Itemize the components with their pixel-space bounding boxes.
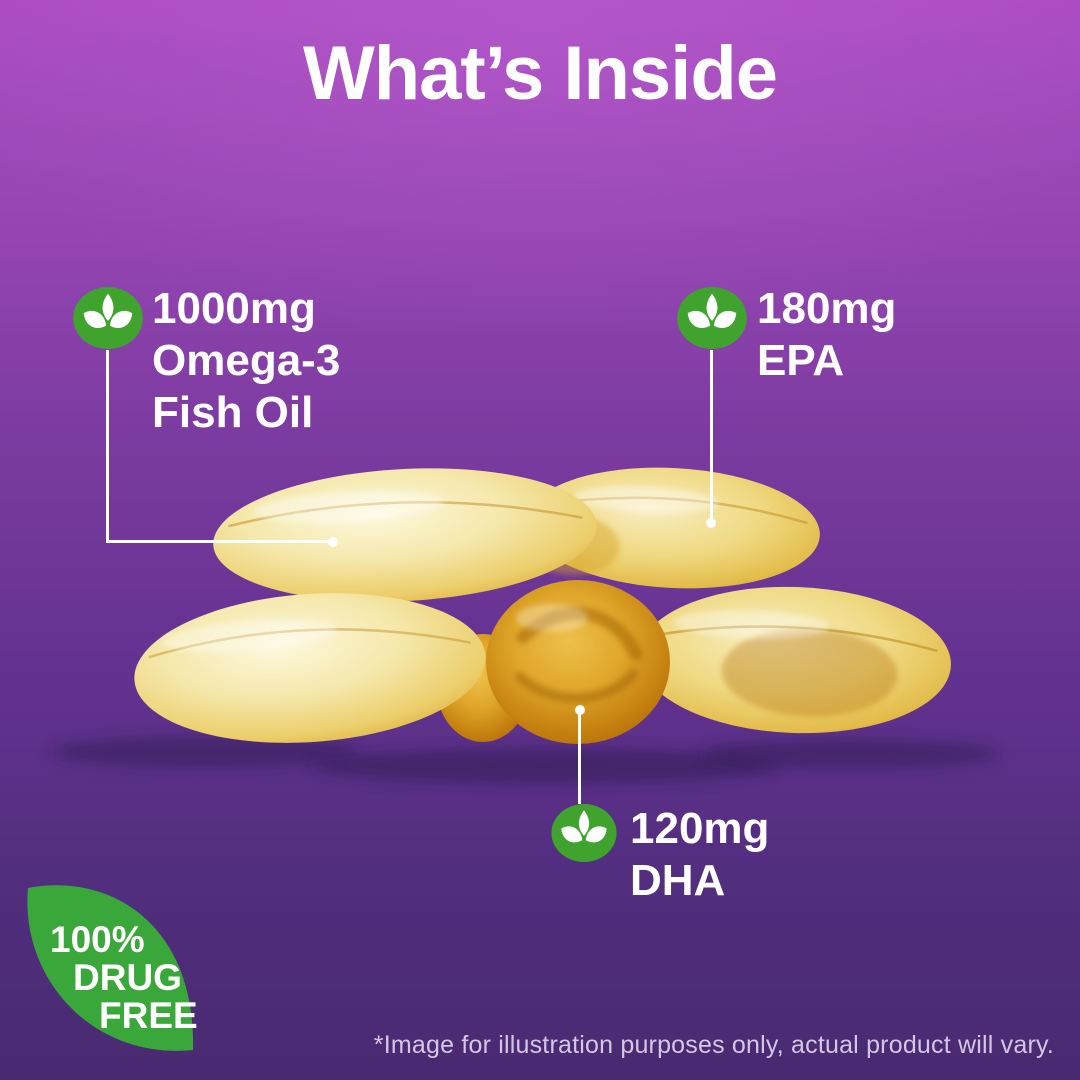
callout-omega3-line2: Omega-3 (152, 336, 341, 385)
callout-omega3-line1: 1000mg (152, 284, 316, 333)
callout-dot-omega3 (328, 537, 338, 547)
capsule-bottom-left (134, 593, 486, 743)
leaf-badge (27, 885, 194, 1051)
callout-epa-line1: 180mg (757, 284, 897, 333)
disclaimer-text: *Image for illustration purposes only, a… (373, 1031, 1054, 1059)
plant-icon (676, 287, 748, 354)
callout-line-epa-vertical (710, 350, 713, 523)
callout-omega3-line3: Fish Oil (152, 388, 314, 437)
callout-epa-line2: EPA (757, 336, 845, 385)
callout-epa-label: 180mg EPA (757, 283, 896, 387)
capsule-center-round (486, 580, 670, 744)
plant-icon (72, 287, 144, 354)
callout-line-omega3-vertical (106, 350, 109, 543)
callout-dha-label: 120mg DHA (630, 803, 769, 907)
callout-line-omega3-horizontal (106, 540, 333, 543)
badge-line2: DRUG (73, 957, 182, 998)
callout-omega3-label: 1000mg Omega-3 Fish Oil (152, 283, 340, 439)
leaf-badge-label: 100% DRUG FREE (0, 919, 198, 1036)
callout-dha-line1: 120mg (630, 804, 770, 853)
capsule-shadows (50, 736, 1000, 784)
badge-line3: FREE (99, 995, 198, 1036)
callout-line-dha-vertical (578, 710, 581, 804)
callout-dha-line2: DHA (630, 856, 726, 905)
plant-icon (551, 804, 617, 867)
capsule-top-left (213, 468, 597, 602)
capsule-bottom-right (639, 586, 951, 734)
page-title: What’s Inside (302, 31, 778, 116)
badge-line1: 100% (50, 919, 145, 960)
callout-dot-epa (706, 518, 716, 528)
